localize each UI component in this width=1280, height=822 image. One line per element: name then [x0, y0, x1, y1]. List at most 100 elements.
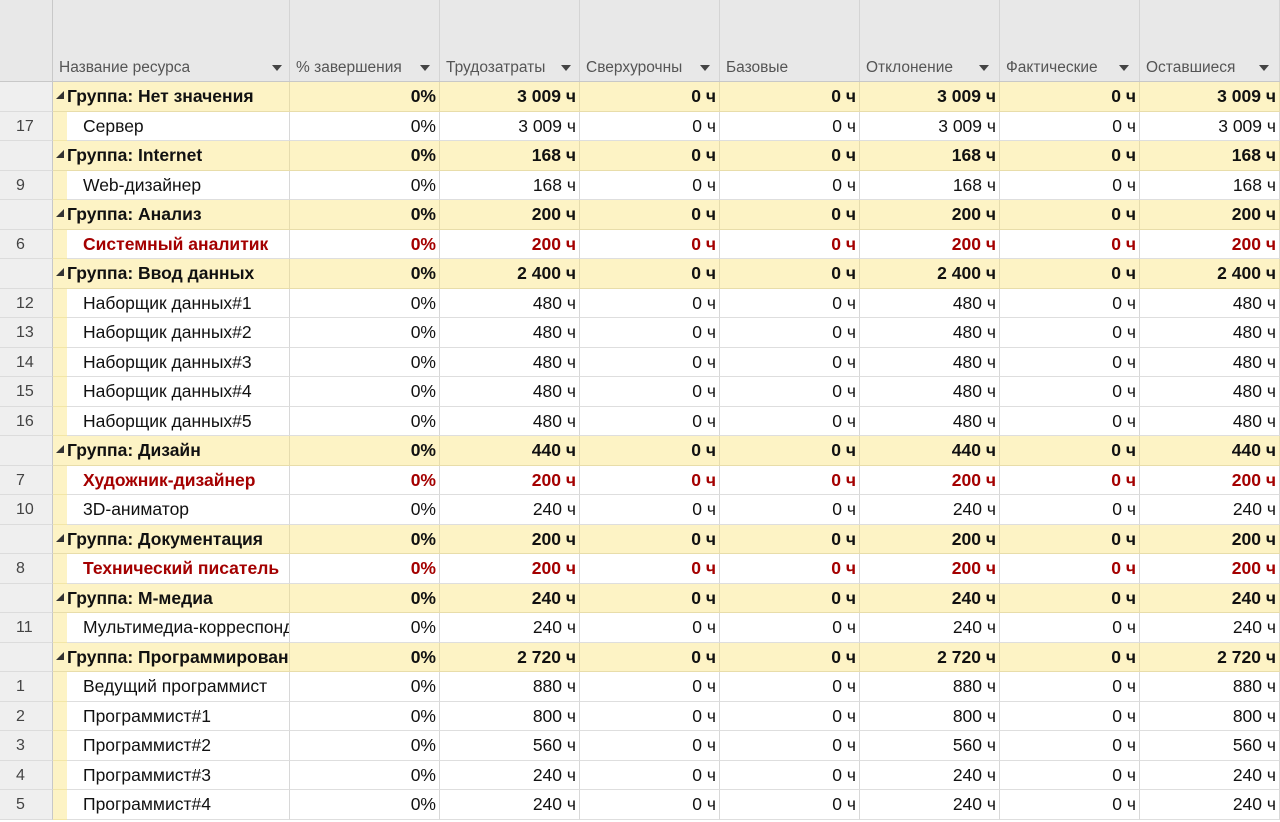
cell-remaining[interactable]: 480 ч: [1140, 347, 1280, 377]
cell-work[interactable]: 440 ч: [440, 436, 580, 466]
cell-variance[interactable]: 240 ч: [860, 583, 1000, 613]
cell-work[interactable]: 480 ч: [440, 288, 580, 318]
cell-actual[interactable]: 0 ч: [1000, 406, 1140, 436]
row-number[interactable]: 2: [0, 701, 53, 731]
row-number[interactable]: 14: [0, 347, 53, 377]
row-number[interactable]: [0, 259, 53, 289]
row-number[interactable]: 5: [0, 790, 53, 820]
cell-baseline[interactable]: 0 ч: [720, 495, 860, 525]
cell-baseline[interactable]: 0 ч: [720, 347, 860, 377]
cell-percent-complete[interactable]: 0%: [290, 141, 440, 171]
cell-percent-complete[interactable]: 0%: [290, 288, 440, 318]
cell-remaining[interactable]: 200 ч: [1140, 200, 1280, 230]
cell-variance[interactable]: 200 ч: [860, 200, 1000, 230]
filter-dropdown-icon[interactable]: [561, 65, 571, 71]
cell-baseline[interactable]: 0 ч: [720, 377, 860, 407]
cell-remaining[interactable]: 200 ч: [1140, 229, 1280, 259]
cell-actual[interactable]: 0 ч: [1000, 672, 1140, 702]
cell-variance[interactable]: 880 ч: [860, 672, 1000, 702]
cell-remaining[interactable]: 168 ч: [1140, 141, 1280, 171]
cell-work[interactable]: 200 ч: [440, 524, 580, 554]
cell-resource-name[interactable]: 3D-аниматор: [67, 495, 290, 525]
cell-remaining[interactable]: 480 ч: [1140, 406, 1280, 436]
row-number[interactable]: 11: [0, 613, 53, 643]
collapse-triangle-icon[interactable]: [56, 91, 64, 99]
cell-percent-complete[interactable]: 0%: [290, 554, 440, 584]
cell-overtime[interactable]: 0 ч: [580, 288, 720, 318]
cell-baseline[interactable]: 0 ч: [720, 229, 860, 259]
column-header-baseline[interactable]: Базовые: [720, 0, 860, 81]
row-number[interactable]: [0, 642, 53, 672]
cell-baseline[interactable]: 0 ч: [720, 583, 860, 613]
cell-overtime[interactable]: 0 ч: [580, 200, 720, 230]
cell-actual[interactable]: 0 ч: [1000, 288, 1140, 318]
cell-baseline[interactable]: 0 ч: [720, 465, 860, 495]
cell-percent-complete[interactable]: 0%: [290, 790, 440, 820]
row-number[interactable]: 17: [0, 111, 53, 141]
cell-resource-name[interactable]: Web-дизайнер: [67, 170, 290, 200]
cell-overtime[interactable]: 0 ч: [580, 377, 720, 407]
filter-dropdown-icon[interactable]: [700, 65, 710, 71]
cell-resource-name[interactable]: Ведущий программист: [67, 672, 290, 702]
column-header-resource-name[interactable]: Название ресурса: [53, 0, 290, 81]
cell-percent-complete[interactable]: 0%: [290, 613, 440, 643]
cell-remaining[interactable]: 800 ч: [1140, 701, 1280, 731]
row-number[interactable]: [0, 200, 53, 230]
cell-remaining[interactable]: 3 009 ч: [1140, 82, 1280, 112]
cell-baseline[interactable]: 0 ч: [720, 731, 860, 761]
cell-actual[interactable]: 0 ч: [1000, 613, 1140, 643]
cell-percent-complete[interactable]: 0%: [290, 524, 440, 554]
cell-overtime[interactable]: 0 ч: [580, 583, 720, 613]
cell-variance[interactable]: 800 ч: [860, 701, 1000, 731]
cell-variance[interactable]: 168 ч: [860, 141, 1000, 171]
cell-overtime[interactable]: 0 ч: [580, 318, 720, 348]
cell-baseline[interactable]: 0 ч: [720, 111, 860, 141]
cell-remaining[interactable]: 240 ч: [1140, 760, 1280, 790]
cell-variance[interactable]: 3 009 ч: [860, 111, 1000, 141]
cell-actual[interactable]: 0 ч: [1000, 731, 1140, 761]
cell-percent-complete[interactable]: 0%: [290, 583, 440, 613]
cell-resource-name[interactable]: Программист#2: [67, 731, 290, 761]
cell-resource-name[interactable]: Группа: Нет значения: [53, 82, 290, 112]
cell-resource-name[interactable]: Художник-дизайнер: [67, 465, 290, 495]
cell-remaining[interactable]: 200 ч: [1140, 465, 1280, 495]
cell-work[interactable]: 200 ч: [440, 465, 580, 495]
cell-work[interactable]: 480 ч: [440, 318, 580, 348]
cell-work[interactable]: 200 ч: [440, 554, 580, 584]
cell-remaining[interactable]: 240 ч: [1140, 495, 1280, 525]
cell-work[interactable]: 240 ч: [440, 583, 580, 613]
cell-variance[interactable]: 240 ч: [860, 495, 1000, 525]
cell-resource-name[interactable]: Наборщик данных#5: [67, 406, 290, 436]
cell-actual[interactable]: 0 ч: [1000, 790, 1140, 820]
cell-resource-name[interactable]: Наборщик данных#4: [67, 377, 290, 407]
cell-baseline[interactable]: 0 ч: [720, 141, 860, 171]
cell-work[interactable]: 168 ч: [440, 170, 580, 200]
cell-percent-complete[interactable]: 0%: [290, 170, 440, 200]
cell-work[interactable]: 480 ч: [440, 406, 580, 436]
cell-remaining[interactable]: 240 ч: [1140, 583, 1280, 613]
row-number[interactable]: [0, 583, 53, 613]
cell-baseline[interactable]: 0 ч: [720, 524, 860, 554]
cell-resource-name[interactable]: Наборщик данных#3: [67, 347, 290, 377]
cell-actual[interactable]: 0 ч: [1000, 465, 1140, 495]
column-header-actual[interactable]: Фактические: [1000, 0, 1140, 81]
cell-percent-complete[interactable]: 0%: [290, 642, 440, 672]
cell-overtime[interactable]: 0 ч: [580, 613, 720, 643]
cell-baseline[interactable]: 0 ч: [720, 642, 860, 672]
cell-overtime[interactable]: 0 ч: [580, 760, 720, 790]
cell-overtime[interactable]: 0 ч: [580, 554, 720, 584]
cell-actual[interactable]: 0 ч: [1000, 111, 1140, 141]
cell-work[interactable]: 200 ч: [440, 229, 580, 259]
cell-work[interactable]: 200 ч: [440, 200, 580, 230]
cell-resource-name[interactable]: Программист#1: [67, 701, 290, 731]
cell-variance[interactable]: 480 ч: [860, 347, 1000, 377]
